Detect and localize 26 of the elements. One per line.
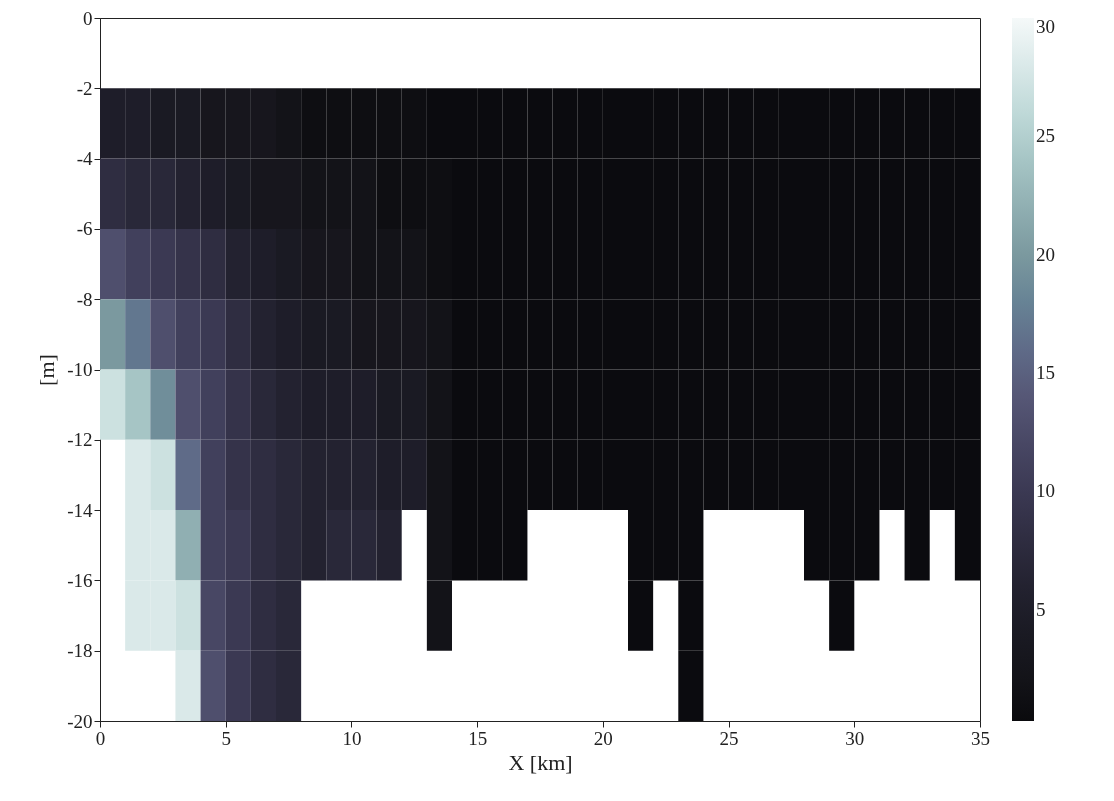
x-tick-label: 25 [719,727,739,749]
x-axis-title: X [km] [508,749,573,775]
y-tick-label: -8 [76,288,93,310]
color-bar-label: 10 [1036,480,1055,502]
y-tick-label: -18 [67,640,93,662]
y-tick-label: -14 [67,499,93,521]
x-tick-label: 30 [845,727,865,749]
x-tick-label: 10 [342,727,362,749]
y-tick-label: -12 [67,429,93,451]
color-bar-label: 30 [1036,16,1055,37]
x-tick-label: 5 [221,727,231,749]
y-tick-label: -6 [76,218,93,240]
color-bar-label: 5 [1036,598,1046,620]
y-axis-title: [m] [34,354,60,386]
x-tick-label: 35 [971,727,990,749]
y-tick-label: -4 [76,148,93,170]
color-bar-label: 25 [1036,125,1055,147]
y-tick-label: -20 [67,710,93,732]
y-tick-label: -10 [67,359,93,380]
y-tick-label: 0 [83,7,93,29]
x-tick-label: 15 [468,727,488,749]
x-tick-label: 20 [593,727,613,749]
color-bar-label: 15 [1036,362,1055,384]
color-bar-label: 20 [1036,243,1055,265]
y-tick-label: -2 [76,77,93,99]
y-tick-label: -16 [67,569,93,591]
